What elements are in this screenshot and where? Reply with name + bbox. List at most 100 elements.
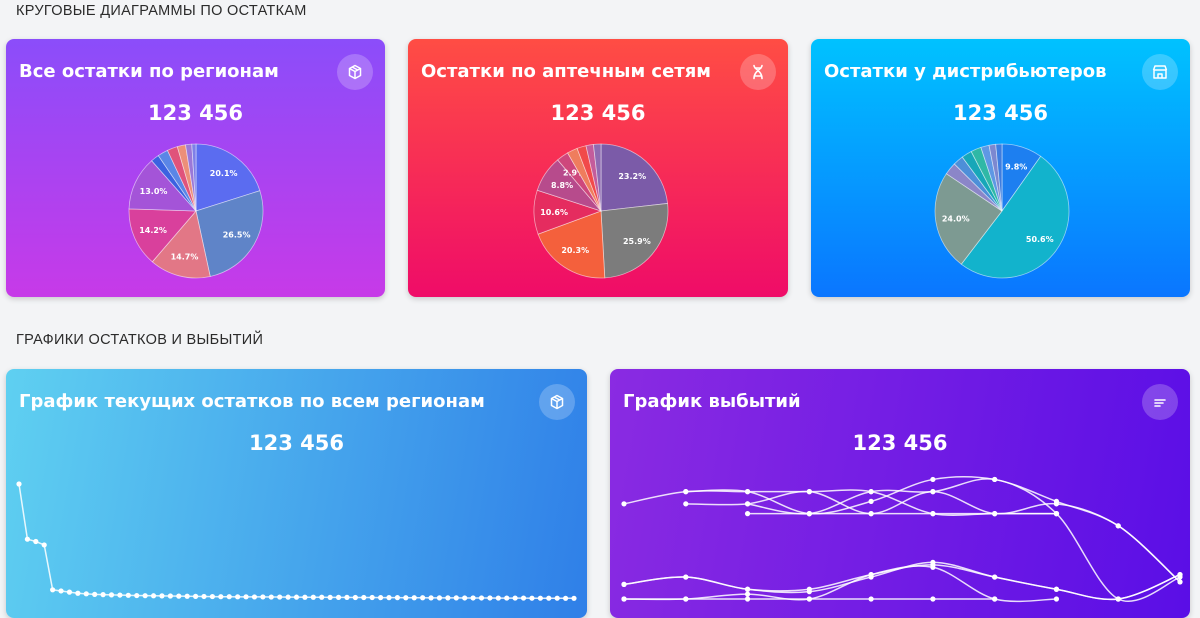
data-point[interactable] [226,594,232,600]
data-point[interactable] [310,594,316,600]
data-point[interactable] [386,595,392,601]
data-point[interactable] [453,595,459,601]
pie-slice[interactable] [151,210,211,279]
data-point[interactable] [184,593,190,599]
data-point[interactable] [277,594,283,600]
data-point[interactable] [1053,501,1060,507]
data-point[interactable] [1053,586,1060,592]
data-point[interactable] [571,595,577,601]
data-point[interactable] [344,594,350,600]
data-point[interactable] [744,596,751,602]
store-icon[interactable] [1142,54,1178,90]
data-point[interactable] [478,595,485,601]
data-point[interactable] [58,588,64,594]
data-point[interactable] [268,594,274,600]
data-point[interactable] [335,594,342,600]
data-point[interactable] [992,596,998,602]
data-point[interactable] [546,595,552,601]
data-point[interactable] [369,594,375,601]
pie-slice[interactable] [195,190,264,277]
data-point[interactable] [134,592,140,599]
data-point[interactable] [352,594,358,601]
data-point[interactable] [319,594,325,600]
data-point[interactable] [108,592,115,598]
data-point[interactable] [428,595,434,601]
data-point[interactable] [806,489,812,495]
data-point[interactable] [868,489,874,495]
data-point[interactable] [537,595,543,601]
data-point[interactable] [554,595,560,601]
data-point[interactable] [930,476,936,483]
card-current-stock-line[interactable]: График текущих остатков по всем регионам… [6,369,587,618]
data-point[interactable] [806,511,812,517]
data-point[interactable] [744,501,751,507]
pie-slice[interactable] [592,143,602,212]
data-point[interactable] [512,595,518,601]
data-point[interactable] [24,536,31,542]
card-disposals-line[interactable]: График выбытий 123 456 [610,369,1190,618]
data-point[interactable] [75,590,81,596]
data-point[interactable] [41,542,47,548]
data-point[interactable] [930,596,936,602]
data-point[interactable] [201,593,207,600]
data-point[interactable] [868,511,874,517]
list-icon[interactable] [1142,384,1178,420]
data-point[interactable] [744,489,751,495]
data-point[interactable] [117,592,123,598]
pie-slice[interactable] [960,155,1070,279]
data-point[interactable] [744,586,751,592]
data-point[interactable] [327,594,333,600]
pie-slice[interactable] [934,173,1003,265]
data-point[interactable] [209,593,216,600]
data-point[interactable] [683,596,689,602]
card-distributors-pie[interactable]: Остатки у дистрибьютеров 123 456 9.8% 50.… [811,39,1190,297]
data-point[interactable] [470,595,476,601]
data-point[interactable] [683,489,689,495]
data-point[interactable] [621,596,627,602]
pie-slice[interactable] [995,143,1003,212]
data-point[interactable] [683,501,689,507]
data-point[interactable] [520,595,527,601]
data-point[interactable] [176,593,182,599]
data-point[interactable] [621,581,627,587]
data-point[interactable] [462,595,468,601]
data-point[interactable] [930,489,936,495]
data-point[interactable] [192,593,199,599]
card-regions-pie[interactable]: Все остатки по регионам 123 456 20.1% 26.… [6,39,385,297]
data-point[interactable] [1115,596,1121,602]
data-point[interactable] [33,538,39,545]
pie-slice[interactable] [537,210,606,279]
data-point[interactable] [992,476,998,483]
data-point[interactable] [868,498,874,504]
data-point[interactable] [868,572,874,578]
data-point[interactable] [293,594,300,600]
data-point[interactable] [1177,572,1183,578]
data-point[interactable] [529,595,535,601]
data-point[interactable] [66,589,73,595]
data-point[interactable] [445,595,451,601]
data-point[interactable] [487,595,493,601]
dna-icon[interactable] [740,54,776,90]
data-point[interactable] [411,595,417,601]
data-point[interactable] [92,591,98,597]
data-point[interactable] [235,594,241,600]
data-point[interactable] [562,595,569,601]
pie-slice[interactable] [128,160,197,212]
data-point[interactable] [930,511,936,517]
data-point[interactable] [1177,579,1183,585]
data-point[interactable] [302,594,308,600]
data-point[interactable] [744,511,751,517]
data-point[interactable] [285,594,291,600]
data-point[interactable] [1053,596,1060,602]
data-point[interactable] [16,481,22,487]
data-point[interactable] [218,594,224,600]
pie-slice[interactable] [600,143,669,212]
data-point[interactable] [251,594,258,600]
data-point[interactable] [167,593,173,599]
data-point[interactable] [1115,523,1121,529]
package-icon[interactable] [337,54,373,90]
data-point[interactable] [683,574,689,580]
data-point[interactable] [150,593,157,599]
data-point[interactable] [436,595,443,601]
data-point[interactable] [260,594,266,600]
